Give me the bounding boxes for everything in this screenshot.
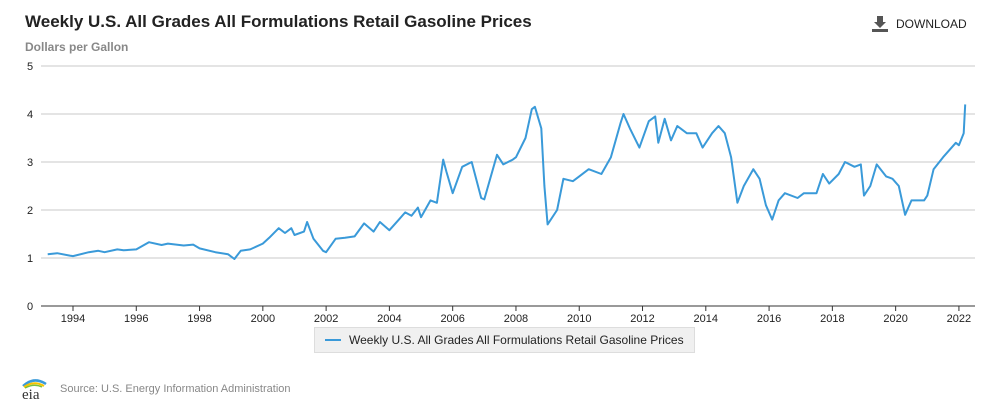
x-tick-label: 2016: [757, 313, 781, 325]
y-tick-label: 4: [27, 109, 33, 121]
y-tick-label: 3: [27, 157, 33, 169]
x-tick-label: 1996: [124, 313, 148, 325]
x-tick-label: 2006: [440, 313, 464, 325]
plot-area: 0 1 2 3 4 5 1994 1996 1998 2000 2002 2004 2006 2008 20…: [27, 61, 975, 325]
x-tick-label: 2018: [820, 313, 844, 325]
y-tick-label: 2: [27, 205, 33, 217]
source-footer: eia Source: U.S. Energy Information Admi…: [20, 378, 291, 400]
x-tick-label: 2012: [630, 313, 654, 325]
x-tick-label: 2000: [251, 313, 275, 325]
x-tick-label: 2002: [314, 313, 338, 325]
y-tick-label: 0: [27, 301, 33, 313]
download-button[interactable]: DOWNLOAD: [872, 16, 967, 32]
chart-title: Weekly U.S. All Grades All Formulations …: [25, 12, 532, 31]
legend-item[interactable]: Weekly U.S. All Grades All Formulations …: [314, 327, 695, 353]
x-tick-label: 2010: [567, 313, 591, 325]
x-tick-label: 2004: [377, 313, 401, 325]
x-tick-label: 2008: [504, 313, 528, 325]
legend-label: Weekly U.S. All Grades All Formulations …: [349, 333, 684, 347]
legend-swatch: [325, 339, 341, 341]
download-icon: [872, 16, 888, 32]
x-tick-label: 2014: [694, 313, 718, 325]
y-tick-label: 1: [27, 253, 33, 265]
eia-logo: eia: [22, 379, 47, 400]
svg-text:eia: eia: [22, 387, 40, 400]
series-line: [47, 104, 967, 260]
x-tick-label: 2022: [947, 313, 971, 325]
units-label: Dollars per Gallon: [25, 40, 129, 54]
x-tick-label: 2020: [883, 313, 907, 325]
download-label: DOWNLOAD: [896, 17, 967, 31]
x-tick-label: 1998: [187, 313, 211, 325]
source-text: Source: U.S. Energy Information Administ…: [60, 383, 291, 395]
x-tick-label: 1994: [61, 313, 85, 325]
y-tick-label: 5: [27, 61, 33, 73]
